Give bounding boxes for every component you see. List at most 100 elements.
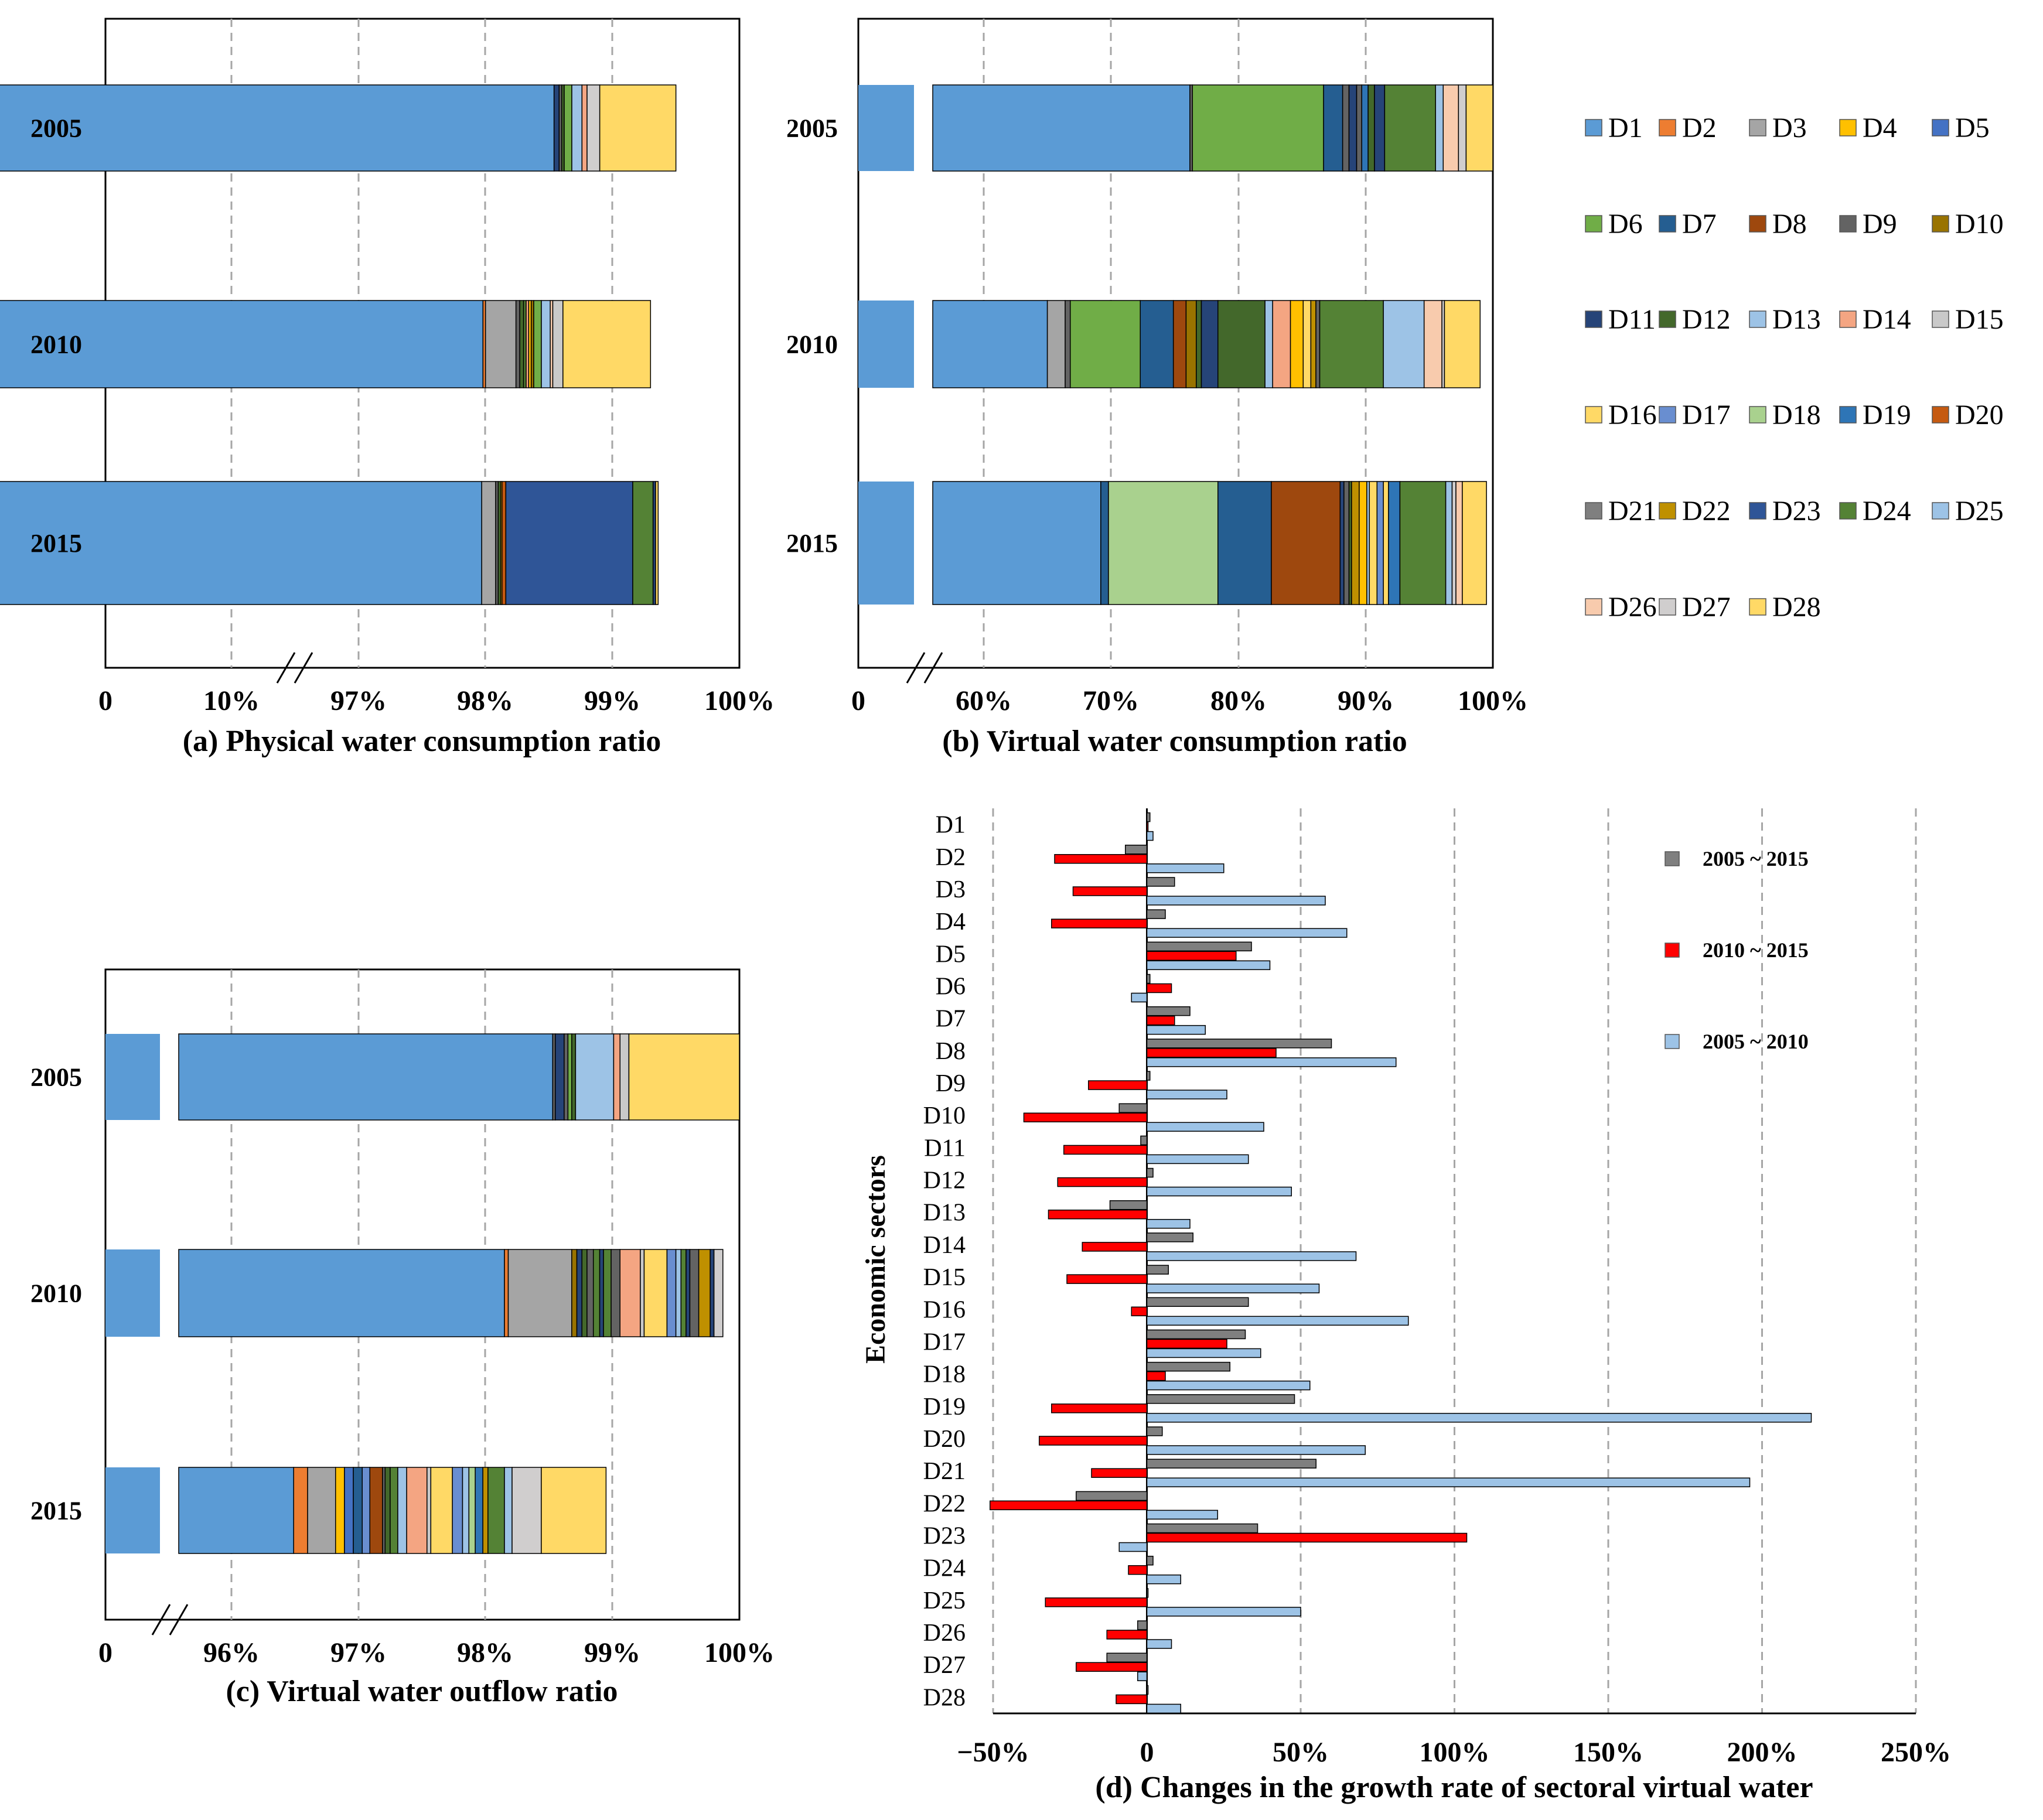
bar-segment-D12 [1367,84,1375,172]
legend-swatch-D11 [1585,310,1602,328]
bar-segment-D11 [685,1249,691,1337]
axis-break-mark [294,652,313,684]
bar-D15-2005-2010 [1146,1283,1320,1293]
year-label: 2010 [786,330,838,359]
bar-segment-D1 [932,481,1101,605]
bar-D4-2005-2010 [1146,928,1348,938]
bar-D12-2010-2015 [1057,1177,1148,1187]
bar-segment-D6 [1069,300,1141,388]
panel-c-virtual-water-outflow: 0 96% 97% 98% 99% 100% 2005 2010 2015 (c) Virtual… [30,968,775,1708]
legend-swatch-D28 [1749,598,1766,616]
bar-segment-D28 [628,1033,740,1121]
legend-swatch-D6 [1585,215,1602,233]
bar-D10-2005-2015 [1118,1103,1148,1113]
category-label: D26 [923,1620,966,1647]
year-label: 2005 [30,1063,82,1092]
x-tick-label: 70% [1083,685,1139,716]
bar-segment-D16 [1302,300,1312,388]
bar-D28-2005-2010 [1146,1703,1181,1714]
x-tick-label: 0 [1140,1737,1154,1768]
year-label: 2015 [786,529,838,558]
bar-segment-D13 [462,1467,470,1554]
bar-segment-D11 [1339,481,1345,605]
category-label: D27 [923,1652,966,1679]
x-tick-label: 90% [1338,685,1394,716]
x-tick-label: 200% [1727,1737,1798,1768]
x-tick-label: 150% [1573,1737,1643,1768]
bar-segment-D1 [178,1467,294,1554]
x-tick-label: 100% [704,685,775,716]
legend-label-D28: D28 [1772,592,1821,623]
legend-swatch-D12 [1659,310,1676,328]
bar-segment-D14 [613,1033,621,1121]
legend-swatch-D15 [1932,310,1949,328]
x-tick-label: 100% [1458,685,1528,716]
bar-D11-2010-2015 [1063,1145,1148,1155]
bar-segment-D9 [689,1249,700,1337]
year-label: 2015 [30,529,82,558]
bar-D19-2005-2010 [1146,1413,1812,1423]
bar-D18-2010-2015 [1146,1371,1166,1381]
bar-segment-D26 [1423,300,1442,388]
bar-D15-2005-2015 [1146,1265,1169,1275]
legend-label-D14: D14 [1863,304,1911,335]
bar-D8-2005-2010 [1146,1057,1397,1067]
bar-segment-D12 [581,1249,588,1337]
category-label: D23 [923,1523,966,1550]
bar-D23-2005-2010 [1118,1542,1148,1552]
bar-D7-2010-2015 [1146,1015,1175,1026]
bar-segment-D2 [504,1249,509,1337]
legend-label-D26: D26 [1608,592,1657,623]
legend-swatch-D26 [1585,598,1602,616]
bar-D3-2010-2015 [1072,886,1148,896]
bar-segment-D10 [1185,300,1197,388]
bar-segment-D4 [1359,481,1367,605]
legend-label-D21: D21 [1608,496,1657,527]
x-tick-label: 60% [956,685,1012,716]
bar-D16-2005-2015 [1146,1297,1249,1307]
category-label: D20 [923,1426,966,1453]
axis-break-mark [276,652,296,684]
x-tick-label: 0 [851,685,865,716]
category-label: D24 [923,1555,966,1582]
bar-D18-2005-2015 [1146,1361,1230,1372]
bar-segment-D24 [680,1249,687,1337]
bar-segment-D11 [710,1249,715,1337]
bar-segment-D9 [515,300,520,388]
bar-segment-D17 [452,1467,463,1554]
bar-segment-D13 [575,1033,615,1121]
bar-D16-2005-2010 [1146,1316,1409,1326]
bar-segment-D17 [1376,481,1384,605]
legend-label-D18: D18 [1772,399,1821,431]
bar-segment-D1 [932,300,1048,388]
bar-segment-D7 [353,1467,363,1554]
legend-swatch-D23 [1749,502,1766,520]
bar-segment-D15 [427,1467,432,1554]
bar-segment-D14 [619,1249,641,1337]
legend-swatch-D25 [1932,502,1949,520]
bar-D25-2005-2015 [1146,1588,1149,1598]
legend-swatch-D21 [1585,502,1602,520]
bar-segment-D22 [1310,300,1316,388]
legend-label-D24: D24 [1863,496,1911,527]
legend-swatch-D22 [1659,502,1676,520]
bar-segment-D10 [571,1249,578,1337]
x-tick-label: 50% [1273,1737,1329,1768]
category-label: D11 [924,1135,966,1162]
category-label: D7 [936,1006,966,1033]
legend-label-D12: D12 [1682,304,1731,335]
legend-label-D15: D15 [1955,304,2004,335]
bar-D22-2005-2015 [1076,1491,1148,1501]
bar-segment-D11 [553,84,560,172]
legend-label-D1: D1 [1608,112,1643,144]
year-label: 2005 [786,114,838,143]
panel-a-physical-water: 0 10% 97% 98% 99% 100% 2005 2010 2015 (a) Physica… [0,18,775,758]
legend-label-D16: D16 [1608,399,1657,431]
bar-segment-D9 [1356,84,1362,172]
bar-D27-2010-2015 [1076,1662,1148,1672]
legend-label-D17: D17 [1682,399,1731,431]
bar-segment-D14 [581,84,588,172]
bar-segment-D27 [713,1249,724,1337]
panel-d-growth-rate: −50% 0 50% 100% 150% 200% 250% D1 D2 D3 D4 D5 D6 D7 D8… [860,808,1951,1804]
x-tick-label: 99% [584,1637,640,1668]
